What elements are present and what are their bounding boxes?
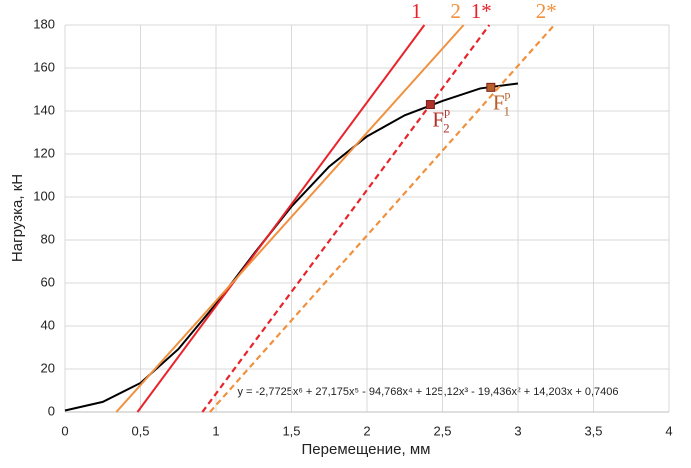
y-tick-label: 100 — [33, 188, 55, 203]
x-tick-label: 2,5 — [433, 423, 451, 438]
series-label: 2 — [450, 0, 461, 23]
point-label-main: F — [493, 90, 505, 114]
point-label: Fp 1 — [493, 87, 511, 118]
y-tick-label: 140 — [33, 102, 55, 117]
x-tick-label: 1,5 — [282, 423, 300, 438]
series-label: 2* — [536, 0, 557, 23]
series-line — [115, 24, 465, 413]
x-tick-label: 0,5 — [131, 423, 149, 438]
x-tick-label: 0 — [61, 423, 68, 438]
point-marker — [425, 100, 435, 110]
y-tick-label: 40 — [41, 317, 55, 332]
series-line — [136, 24, 426, 413]
series-line — [209, 24, 556, 413]
point-label-sub: 1 — [504, 103, 511, 118]
x-tick-label: 1 — [212, 423, 219, 438]
y-tick-label: 0 — [48, 403, 55, 418]
y-tick-label: 60 — [41, 274, 55, 289]
y-axis-label: Нагрузка, кН — [9, 174, 26, 262]
y-tick-label: 120 — [33, 145, 55, 160]
series-line — [64, 82, 519, 412]
point-label-sub: 2 — [443, 121, 450, 136]
point-label-sup: p — [444, 104, 450, 118]
point-label: Fp 2 — [432, 104, 450, 135]
x-tick-label: 3,5 — [584, 423, 602, 438]
x-tick-label: 4 — [665, 423, 672, 438]
equation: y = -2,7725x⁶ + 27,175x⁵ - 94,768x⁴ + 12… — [237, 386, 618, 398]
x-axis-label: Перемещение, мм — [302, 441, 431, 458]
x-tick-label: 3 — [514, 423, 521, 438]
y-tick-label: 180 — [33, 16, 55, 31]
series-label: 1 — [411, 0, 422, 23]
y-tick-label: 160 — [33, 59, 55, 74]
series-label: 1* — [471, 0, 492, 23]
y-tick-label: 20 — [41, 360, 55, 375]
x-tick-label: 2 — [363, 423, 370, 438]
point-label-main: F — [432, 107, 444, 131]
y-tick-label: 80 — [41, 231, 55, 246]
series-line — [201, 24, 491, 413]
point-marker — [486, 82, 496, 92]
point-label-sup: p — [505, 87, 511, 101]
